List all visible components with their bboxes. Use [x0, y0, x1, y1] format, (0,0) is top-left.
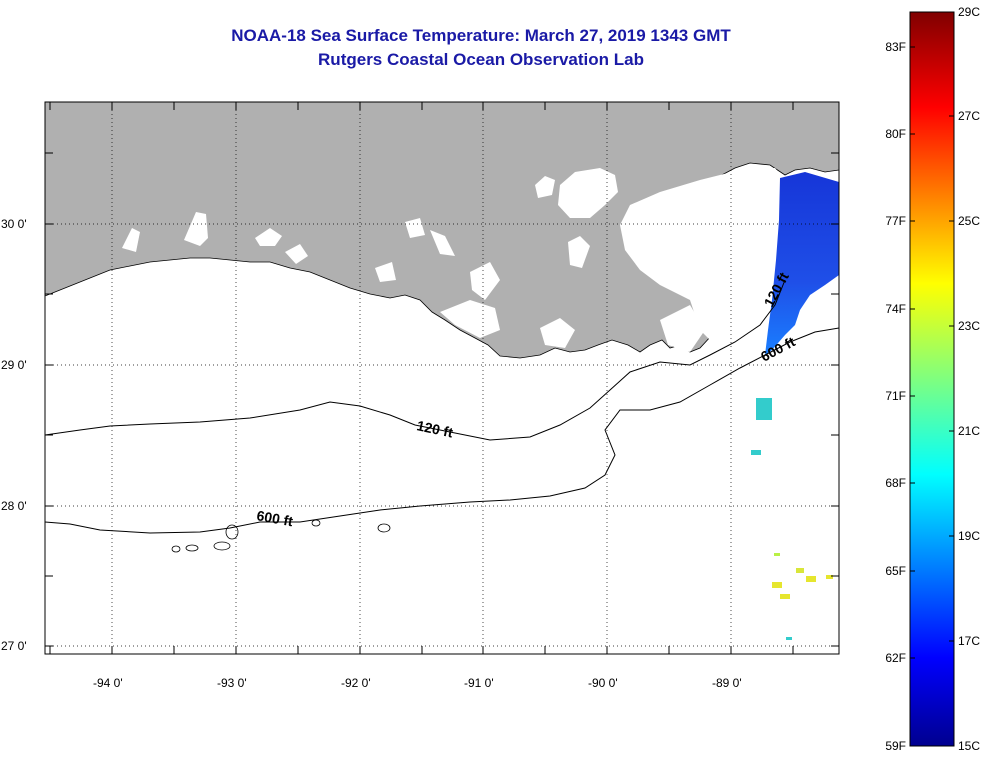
cloud-patch	[660, 305, 705, 352]
cloud-patch	[430, 230, 455, 256]
colorbar-f-label: 77F	[885, 214, 906, 228]
sst-pixel-cluster	[796, 568, 804, 573]
map-ticks	[45, 102, 839, 654]
colorbar-ticks	[910, 46, 954, 659]
colorbar-f-label: 68F	[885, 476, 906, 490]
cloud-patch	[405, 218, 425, 238]
map-title: NOAA-18 Sea Surface Temperature: March 2…	[231, 26, 731, 45]
colorbar-c-label: 27C	[958, 109, 981, 123]
cloud-patch	[535, 176, 555, 198]
longitude-label: -93 0'	[217, 676, 247, 690]
colorbar-f-label: 65F	[885, 564, 906, 578]
colorbar-f-label: 74F	[885, 302, 906, 316]
sst-pixel-cluster	[772, 582, 782, 588]
longitude-label: -91 0'	[464, 676, 494, 690]
colorbar-c-label: 25C	[958, 214, 981, 228]
cloud-patch	[470, 262, 500, 300]
cloud-patch	[558, 168, 618, 218]
cloud-patch	[620, 168, 785, 350]
contour-label: 120 ft	[415, 417, 454, 440]
colorbar-c-label: 17C	[958, 634, 981, 648]
sst-swath	[765, 172, 839, 355]
colorbar-f-label: 80F	[885, 127, 906, 141]
latitude-label: 30 0'	[1, 217, 27, 231]
colorbar	[909, 11, 955, 747]
sst-pixel-cluster	[806, 576, 816, 582]
contour-loop	[185, 544, 199, 552]
contour-600ft	[45, 327, 839, 534]
colorbar-f-label: 71F	[885, 389, 906, 403]
map-gridlines	[45, 102, 839, 654]
colorbar-c-label: 23C	[958, 319, 981, 333]
map-frame	[44, 101, 840, 655]
sst-pixel-cluster	[774, 553, 780, 556]
cloud-patch	[540, 318, 575, 348]
cloud-patch	[568, 236, 590, 268]
sst-pixel-cluster	[826, 575, 833, 579]
longitude-label: -94 0'	[93, 676, 123, 690]
colorbar-f-label: 62F	[885, 651, 906, 665]
colorbar-c-label: 15C	[958, 739, 981, 753]
sst-pixel-cluster	[756, 398, 772, 420]
contour-120ft	[45, 279, 786, 441]
map-subtitle: Rutgers Coastal Ocean Observation Lab	[318, 50, 644, 69]
colorbar-c-label: 19C	[958, 529, 981, 543]
colorbar-c-label: 21C	[958, 424, 981, 438]
contour-loop	[377, 523, 391, 533]
sst-pixel-cluster	[786, 637, 792, 640]
cloud-patch	[255, 228, 282, 246]
contour-loop	[311, 519, 321, 527]
contour-loop	[171, 545, 181, 553]
contour-label: 600 ft	[255, 507, 294, 529]
colorbar-c-label: 29C	[958, 5, 981, 19]
cloud-patch	[285, 244, 308, 264]
sst-pixel-cluster	[780, 594, 790, 599]
longitude-label: -89 0'	[712, 676, 742, 690]
cloud-patch	[375, 262, 396, 282]
colorbar-f-label: 59F	[885, 739, 906, 753]
latitude-label: 29 0'	[1, 358, 27, 372]
sst-pixel-cluster	[751, 450, 761, 455]
colorbar-f-label: 83F	[885, 40, 906, 54]
longitude-label: -90 0'	[588, 676, 618, 690]
contour-loop	[225, 524, 239, 540]
contour-loop	[213, 541, 231, 551]
cloud-patch	[122, 228, 140, 252]
latitude-label: 27 0'	[1, 639, 27, 653]
latitude-label: 28 0'	[1, 499, 27, 513]
cloud-patch	[440, 300, 500, 338]
longitude-label: -92 0'	[341, 676, 371, 690]
cloud-patch	[184, 212, 208, 246]
